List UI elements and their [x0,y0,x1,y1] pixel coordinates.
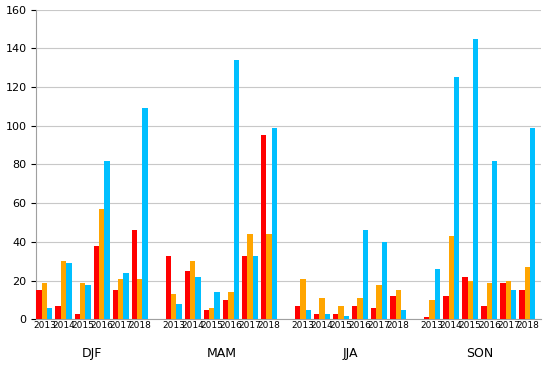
Bar [525,267,530,320]
Bar [166,256,171,320]
Bar [319,298,325,320]
Bar [171,294,176,320]
Text: SON: SON [466,347,493,360]
Bar [481,306,487,320]
Bar [390,296,395,320]
Bar [190,261,195,320]
Bar [468,281,473,320]
Bar [449,236,454,320]
Bar [195,277,201,320]
Bar [61,261,66,320]
Bar [473,38,478,320]
Bar [142,108,148,320]
Bar [487,283,492,320]
Text: DJF: DJF [82,347,102,360]
Bar [429,300,435,320]
Bar [511,290,516,320]
Text: MAM: MAM [206,347,236,360]
Bar [363,230,368,320]
Bar [203,310,209,320]
Bar [214,292,220,320]
Bar [37,290,42,320]
Bar [395,290,401,320]
Bar [454,77,459,320]
Bar [344,316,349,320]
Bar [85,285,91,320]
Bar [376,285,382,320]
Bar [74,314,80,320]
Bar [118,279,124,320]
Bar [333,314,339,320]
Bar [80,283,85,320]
Bar [300,279,306,320]
Bar [435,269,440,320]
Text: JJA: JJA [343,347,358,360]
Bar [242,256,247,320]
Bar [137,279,142,320]
Bar [209,308,214,320]
Bar [113,290,118,320]
Bar [352,306,357,320]
Bar [492,161,497,320]
Bar [104,161,109,320]
Bar [501,283,506,320]
Bar [99,209,104,320]
Bar [272,128,277,320]
Bar [124,273,129,320]
Bar [401,310,406,320]
Bar [234,60,239,320]
Bar [185,271,190,320]
Bar [520,290,525,320]
Bar [295,306,300,320]
Bar [530,128,536,320]
Bar [357,298,363,320]
Bar [382,242,387,320]
Bar [55,306,61,320]
Bar [339,306,344,320]
Bar [47,308,53,320]
Bar [371,308,376,320]
Bar [132,230,137,320]
Bar [247,234,253,320]
Bar [228,292,234,320]
Bar [314,314,319,320]
Bar [266,234,272,320]
Bar [325,314,330,320]
Bar [253,256,258,320]
Bar [42,283,47,320]
Bar [94,246,99,320]
Bar [506,281,511,320]
Bar [66,263,72,320]
Bar [223,300,228,320]
Bar [443,296,449,320]
Bar [306,310,311,320]
Bar [176,304,182,320]
Bar [424,318,429,320]
Bar [261,136,266,320]
Bar [462,277,468,320]
